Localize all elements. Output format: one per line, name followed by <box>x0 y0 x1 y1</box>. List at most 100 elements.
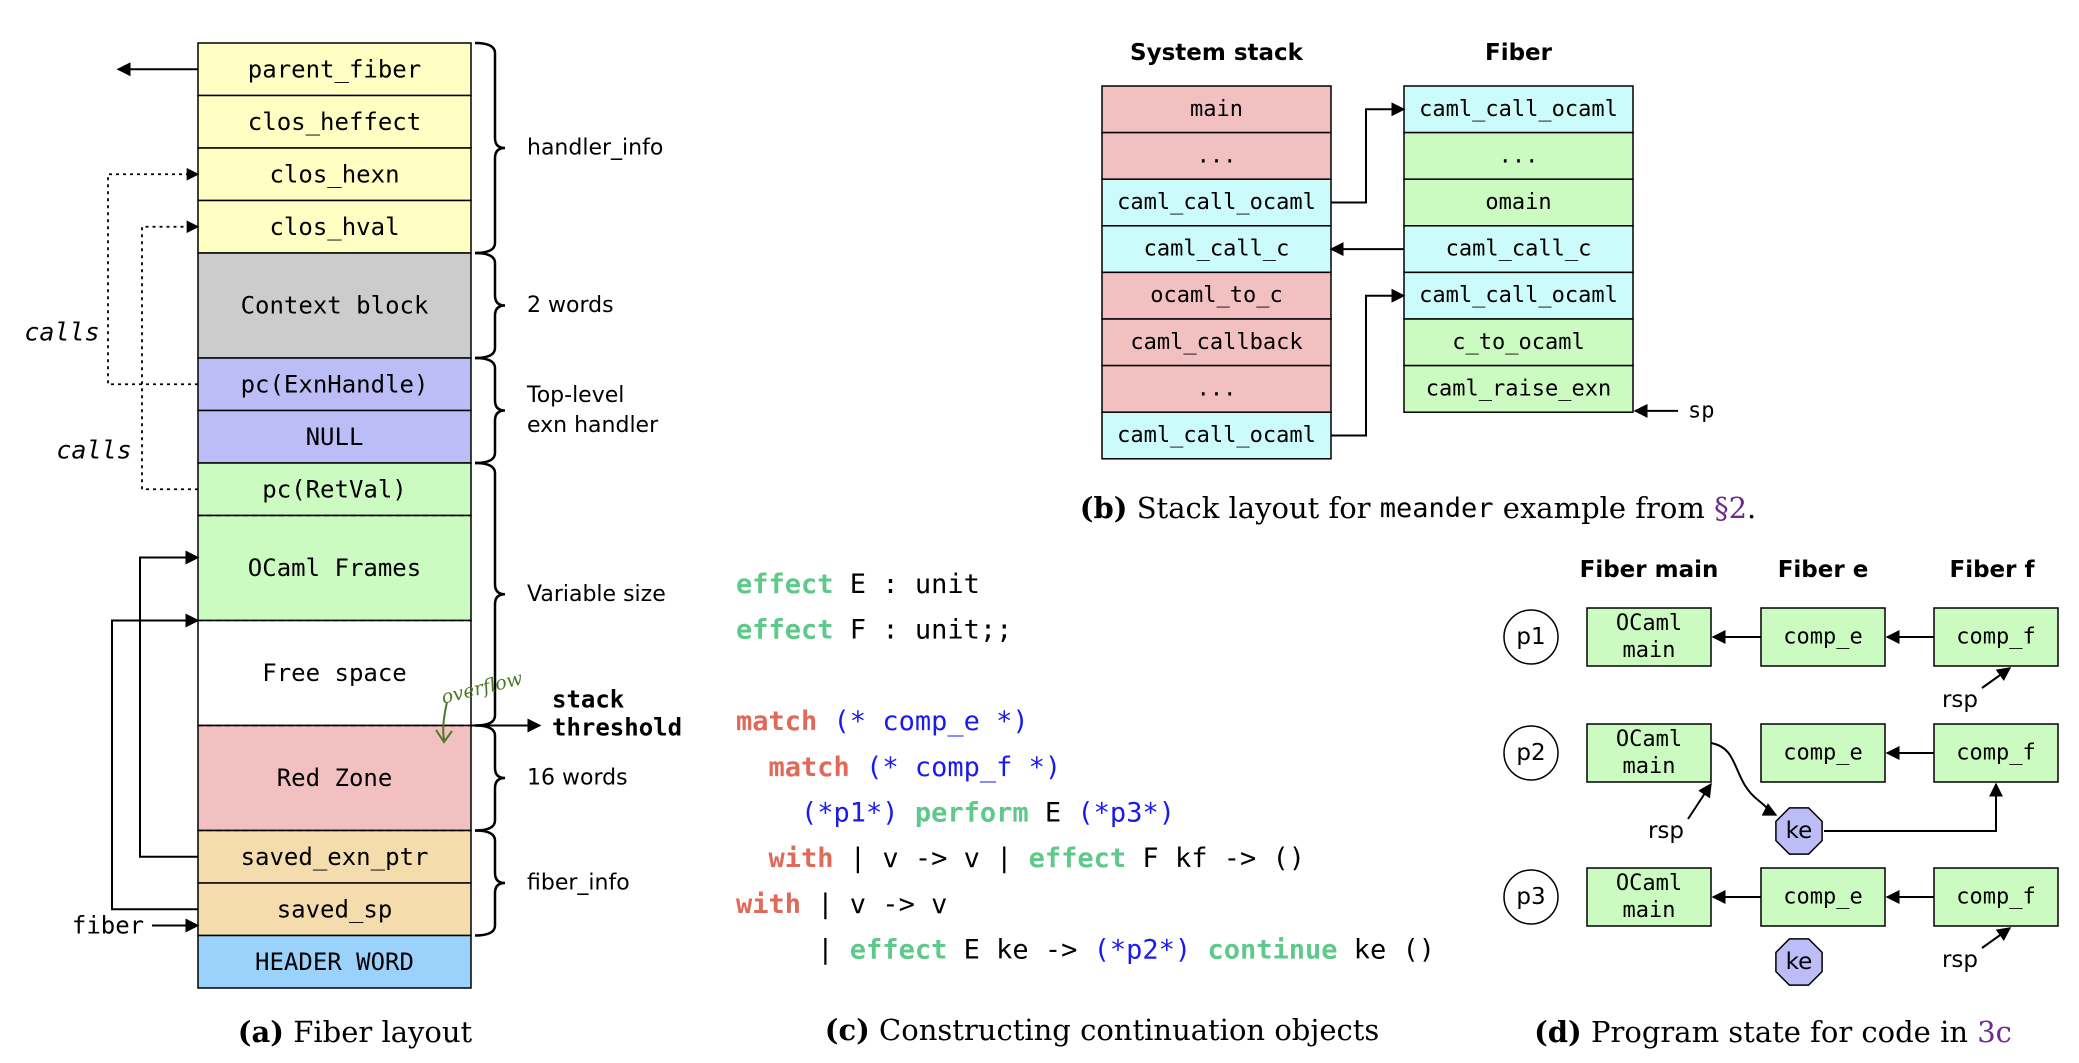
fiber-cell-label: saved_sp <box>277 895 393 923</box>
fiber-cell-red-zone <box>197 724 472 832</box>
fiber-cell-label: Free space <box>262 659 407 687</box>
fiber-box <box>1760 867 1886 927</box>
fiber-frame <box>1403 85 1634 134</box>
code-token: match <box>736 706 817 737</box>
brace-label: fiber_info <box>527 871 630 896</box>
system-stack-frame <box>1101 411 1332 460</box>
fiber-cell-clos-hval <box>197 199 472 254</box>
code-token: continue <box>1207 934 1337 965</box>
fiber-box-label: comp_f <box>1956 625 2035 650</box>
fiber-frame <box>1403 271 1634 320</box>
code-token <box>736 843 769 874</box>
fiber-cell-label: pc(RetVal) <box>262 475 407 503</box>
fiber-box <box>1933 723 2059 783</box>
program-point-label: p1 <box>1516 624 1545 650</box>
code-token: (* comp_f *) <box>866 751 1061 782</box>
system-stack-frame <box>1101 85 1332 134</box>
fiber-box-label: OCaml main <box>1616 611 1682 663</box>
fiber-frame-label: caml_call_ocaml <box>1419 283 1618 308</box>
code-line: effect F : unit;; <box>736 614 1012 645</box>
captions: (a) Fiber layout (b) Stack layout for mea… <box>238 491 2012 1049</box>
system-stack-title: System stack <box>1130 40 1304 66</box>
code-line: match (* comp_f *) <box>736 751 1061 782</box>
brace-1 <box>474 251 506 360</box>
fiber-box <box>1760 607 1886 667</box>
code-token: effect <box>736 569 834 600</box>
fiber-cell-header-word <box>197 934 472 989</box>
fiber-frame-label: caml_raise_exn <box>1426 376 1611 401</box>
fiber-box-label: comp_f <box>1956 885 2035 910</box>
fiber-frame-label: omain <box>1485 190 1551 215</box>
fiber-cell-clos-heffect <box>197 94 472 149</box>
fiber-box-label: comp_f <box>1956 741 2035 766</box>
code-token: perform <box>915 797 1029 828</box>
saved-sp-arrow <box>111 613 200 911</box>
fiber-frame <box>1403 225 1634 274</box>
code-line: match (* comp_e *) <box>736 706 1029 737</box>
code-token: with <box>736 888 801 919</box>
system-stack-frame-label: caml_call_ocaml <box>1117 190 1316 215</box>
code-token: with <box>769 843 834 874</box>
code-token <box>736 751 769 782</box>
fiber-cell-label: clos_hexn <box>269 160 399 188</box>
fiber-frame <box>1403 364 1634 413</box>
fiber-layout-diagram: parent_fiber clos_heffect clos_hexn clos_hv… <box>24 41 682 989</box>
caption-d: (d) Program state for code in 3c <box>1534 1015 2012 1049</box>
system-stack-frame-label: main <box>1190 97 1243 122</box>
continuation-octagon <box>1775 938 1823 986</box>
brace-4 <box>474 724 506 832</box>
fiber-box <box>1760 723 1886 783</box>
fiber-cell-label: saved_exn_ptr <box>241 843 429 871</box>
rsp-label: rsp <box>1648 818 1684 844</box>
brace-label: 16 words <box>527 766 628 791</box>
stack-layout-diagram: System stack Fibermain...caml_call_ocamlc… <box>1101 40 1715 460</box>
fiber-cell-label: clos_heffect <box>248 108 421 136</box>
fiber-cell-label: clos_hval <box>269 213 399 241</box>
rsp-label: rsp <box>1942 687 1978 713</box>
fiber-box <box>1586 607 1712 667</box>
overflow-arrowhead <box>435 729 453 744</box>
program-point-label: p3 <box>1516 884 1545 910</box>
code-token: E ke -> <box>947 934 1093 965</box>
code-token: ke () <box>1338 934 1436 965</box>
saved-exn-ptr-arrow <box>139 550 200 858</box>
fiber-box <box>1586 723 1712 783</box>
brace-label: Variable size <box>527 582 666 607</box>
caption-a: (a) Fiber layout <box>238 1015 473 1049</box>
code-token: effect <box>1029 843 1127 874</box>
fiber-label: fiber <box>72 912 144 940</box>
link-call-ocaml-2 <box>1331 288 1406 437</box>
fiber-column-title: Fiber f <box>1949 557 2035 583</box>
fiber-column-title: Fiber main <box>1580 557 1719 583</box>
overflow-stroke <box>442 701 448 741</box>
code-token: | v -> v <box>801 888 947 919</box>
rsp-arrow <box>1981 927 2012 949</box>
fiber-cell-clos-hexn <box>197 147 472 202</box>
system-stack-frame <box>1101 131 1332 180</box>
code-token: (*p3*) <box>1077 797 1175 828</box>
link-call-ocaml-1 <box>1331 102 1406 204</box>
code-token: F : unit;; <box>834 614 1013 645</box>
fiber-title: Fiber <box>1485 40 1553 66</box>
code-token: effect <box>850 934 948 965</box>
caption-b: (b) Stack layout for meander example fro… <box>1080 491 1757 525</box>
code-token: (*p1*) <box>801 797 899 828</box>
fiber-cell-label: pc(ExnHandle) <box>241 370 429 398</box>
code-token <box>899 797 915 828</box>
fiber-frame-label: caml_call_c <box>1446 237 1592 262</box>
code-line: with | v -> v | effect F kf -> () <box>736 843 1305 874</box>
fiber-frame-label: ... <box>1499 143 1539 168</box>
code-line: (*p1*) perform E (*p3*) <box>736 797 1175 828</box>
calls-arrow-ret <box>141 220 200 491</box>
program-point-circle <box>1503 609 1559 665</box>
fiber-box-label: comp_e <box>1783 885 1862 910</box>
fiber-cell-parent-fiber <box>197 42 472 97</box>
system-stack-frame <box>1101 225 1332 274</box>
rsp-label: rsp <box>1942 947 1978 973</box>
code-token: E : unit <box>834 569 980 600</box>
continuation-label: ke <box>1786 949 1813 975</box>
fiber-box-label: comp_e <box>1783 741 1862 766</box>
brace-label: Top-level exn handler <box>526 383 659 438</box>
stack-threshold-label: stack threshold <box>552 686 682 742</box>
